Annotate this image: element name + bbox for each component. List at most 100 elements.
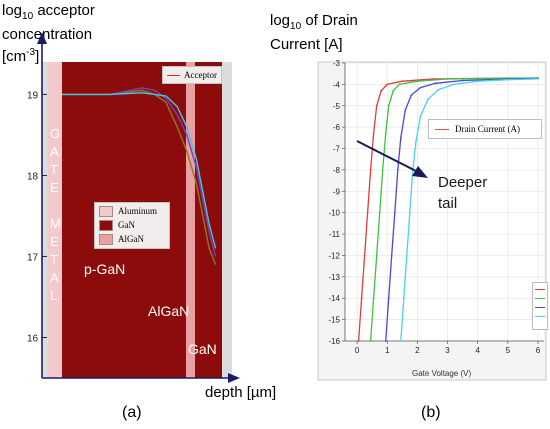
chart-b-point [384,132,387,135]
gate-metal-letter: A [50,144,59,159]
chart-b-xtick-label: 1 [385,346,390,355]
chart-b-point [452,83,455,86]
chart-b-point [393,211,396,214]
chart-b-point [404,109,407,111]
chart-a-y-arrow [37,32,47,44]
chart-b-point [360,297,363,300]
chart-b-point [375,104,378,107]
chart-b-xtick-label: 6 [536,346,541,355]
gate-metal-letter: M [50,216,61,231]
chart-a-xlabel: depth [µm] [205,384,277,401]
chart-b-point [384,340,387,342]
legend-drain-line [435,128,449,130]
chart-a-ytick-label: 17 [27,252,39,263]
chart-b-point [378,211,381,214]
chart-b-ytick-label: -16 [328,337,340,346]
chart-b-point [402,297,405,300]
chart-a-ylabel: log10 acceptor concentration [cm-3] [2,2,95,65]
mini-legend-cyan [535,316,545,317]
chart-b-point [419,86,422,89]
chart-b-point [446,78,449,80]
gate-metal-letter: E [50,180,59,195]
label-algan: AlGaN [148,303,189,319]
chart-b-ytick-label: -7 [333,145,341,154]
chart-b-point [419,115,422,118]
chart-b-xtick-label: 0 [355,346,360,355]
chart-b-point [357,340,360,342]
chart-b-ytick-label: -15 [328,316,340,325]
chart-b-point [401,80,404,83]
gate-metal-letter: G [50,126,60,141]
gate-metal-letter: L [50,288,57,303]
chart-b-ytick-label: -9 [333,187,341,196]
chart-b-ytick-label: -12 [328,251,340,260]
chart-b-ytick-label: -11 [329,230,341,239]
chart-b-xtick-label: 2 [415,346,420,355]
chart-a-series-2 [62,92,217,249]
chart-b-point [398,83,401,86]
annotation-arrow-head [412,166,428,178]
mini-legend-green [535,298,545,299]
label-gan: GaN [188,341,217,357]
chart-b-ylabel: log10 of Drain Current [A] [270,12,358,53]
chart-b-point [405,254,408,257]
chart-b-point [390,254,393,257]
chart-b-point [410,94,413,96]
chart-a-region-legend: Aluminum GaN AlGaN [94,202,170,249]
chart-b-point [537,77,539,80]
chart-a-grid [62,119,186,201]
legend-row-aluminum: Aluminum [95,204,169,218]
chart-b-plot-area [345,63,544,341]
swatch-aluminum [99,205,113,217]
chart-b-series-legend [532,282,548,330]
chart-b-point [380,89,383,92]
mini-legend-red [535,289,545,290]
chart-b-point [387,104,390,107]
chart-b-point [375,254,378,257]
chart-b-point [381,169,384,171]
chart-b-ytick-label: -3 [333,59,341,68]
chart-a-legend-top: Acceptor [162,66,222,84]
legend-row-algan: AlGaN [95,232,169,246]
gate-metal-letter: E [50,234,59,249]
chart-b-xlabel: Gate Voltage (V) [412,369,471,378]
gate-metal-letter: T [50,252,58,267]
chart-b-point [399,136,402,139]
chart-b-point [363,254,366,257]
chart-a-ytick-label: 18 [27,171,39,182]
chart-b-point [415,141,417,144]
legend-drain-label: Drain Current (A) [455,124,520,134]
chart-b-ytick-label: -6 [333,123,341,132]
gate-metal-letter: A [50,270,59,285]
chart-b-point [386,83,389,86]
chart-b-point [399,340,402,342]
mini-legend-blue [535,307,545,308]
region-algan [186,62,195,378]
chart-b-xtick-label: 5 [506,346,511,355]
chart-b-point [506,78,509,81]
caption-a: (a) [122,404,142,421]
chart-b-point [396,169,399,171]
swatch-gan [99,219,113,231]
chart-b-xtick-label: 4 [475,346,480,355]
chart-b-point [366,211,369,214]
chart-a-series-1 [62,87,217,257]
chart-b-ytick-label: -14 [328,294,340,303]
chart-b-xtick-label: 3 [445,346,450,355]
chart-b-point [372,132,375,135]
chart-b-ytick-label: -13 [328,273,340,282]
chart-b-point [408,211,411,214]
chart-b-point [392,89,395,92]
chart-b-ytick-label: -4 [333,80,341,89]
chart-a-series-0 [62,89,217,265]
chart-b-point [476,80,479,83]
chart-b-legend: Drain Current (A) [428,119,542,139]
swatch-algan [99,233,113,245]
annotation-deeper: Deeper [438,174,487,191]
annotation-arrow-line [356,140,419,173]
caption-b: (b) [421,404,441,421]
chart-a-ytick-label: 19 [27,90,39,101]
chart-b-point [372,297,375,300]
